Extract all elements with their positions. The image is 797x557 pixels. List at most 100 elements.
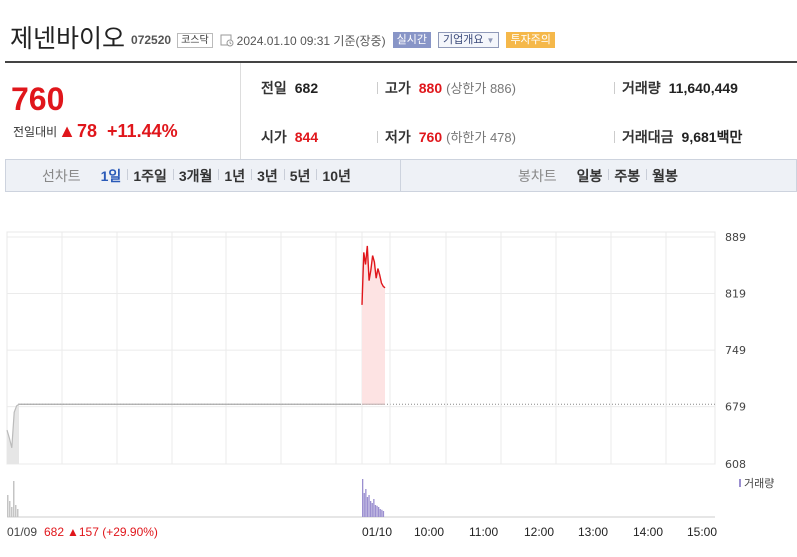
clock-icon [220, 34, 234, 47]
current-price-panel: 760 전일대비 ▲ 78 +11.44% [5, 63, 241, 160]
volume-bar [382, 511, 385, 517]
volume-bar [362, 479, 364, 517]
prev-close-value: 682 [294, 80, 319, 96]
candle-chart-tabs: 봉차트 일봉 주봉 월봉 [518, 160, 684, 191]
prev-day-close: 682 [44, 525, 64, 539]
y-tick-label: 819 [725, 288, 746, 301]
chevron-down-icon: ▼ [486, 36, 495, 45]
x-tick-label: 10:00 [414, 525, 444, 539]
tab-1w[interactable]: 1주일 [127, 166, 173, 186]
x-tick-label: 14:00 [633, 525, 663, 539]
low-label: 저가 [385, 129, 411, 145]
candle-chart-label: 봉차트 [518, 167, 557, 184]
volume-bar [7, 495, 9, 517]
volume-bar [11, 507, 13, 517]
change-value: 78 [77, 121, 98, 141]
high-cell: 고가 880 (상한가 886) [385, 78, 516, 98]
quote-timestamp: 2024.01.10 09:31 기준(장중) [236, 33, 386, 48]
tab-1d[interactable]: 1일 [100, 167, 122, 184]
volume-bar [368, 495, 370, 517]
market-badge: 코스닥 [177, 32, 213, 48]
chart-grid [6, 231, 716, 518]
volume-legend-swatch [739, 479, 741, 487]
up-arrow-icon: ▲ [58, 121, 76, 141]
tab-5y[interactable]: 5년 [283, 166, 317, 186]
chart-vgrid [61, 232, 667, 464]
today-volume [362, 479, 385, 517]
divider [614, 131, 615, 143]
current-price: 760 [11, 81, 65, 117]
price-chart[interactable]: 889 819 749 679 608 01/10 10:00 11:00 12:00 13:0… [0, 192, 797, 557]
prev-day-change: ▲157 (+29.90%) [67, 525, 158, 539]
amount-unit: 백만 [716, 129, 743, 145]
volume-bar [371, 503, 373, 517]
x-axis: 01/10 10:00 11:00 12:00 13:00 14:00 15:00 [362, 525, 717, 539]
line-chart-label: 선차트 [42, 167, 81, 184]
tab-10y[interactable]: 10년 [316, 166, 356, 186]
open-value: 844 [294, 129, 319, 145]
x-tick-label: 11:00 [469, 525, 498, 539]
company-overview-button[interactable]: 기업개요 ▼ [437, 32, 500, 48]
tab-divider [400, 160, 401, 191]
open-cell: 시가 844 [261, 127, 318, 147]
stock-header: 제넨바이오 072520 코스닥 2024.01.10 09:31 기준(장중)… [10, 22, 555, 53]
today-area [362, 245, 385, 405]
change-percent: +11.44% [107, 121, 178, 141]
volume-bar [378, 507, 380, 517]
volume-bar [363, 493, 365, 517]
tab-3m[interactable]: 3개월 [172, 166, 219, 186]
prev-day-line [6, 403, 20, 448]
y-axis: 889 819 749 679 608 [725, 231, 746, 471]
line-chart-tabs: 선차트 1일 1주일 3개월 1년 3년 5년 10년 [42, 160, 357, 191]
price-change: 전일대비 ▲ 78 +11.44% [13, 121, 178, 142]
tab-daily[interactable]: 일봉 [576, 167, 603, 184]
prev-day-volume [7, 481, 19, 517]
today-series [361, 245, 386, 405]
volume-bar [365, 489, 367, 517]
x-tick-label: 13:00 [578, 525, 608, 539]
prev-close-label: 전일 [261, 80, 287, 96]
y-tick-label: 889 [725, 231, 746, 244]
stock-name[interactable]: 제넨바이오 [10, 24, 126, 53]
x-tick-label: 01/10 [362, 525, 392, 539]
volume-bar [13, 481, 15, 517]
plot-frame [6, 231, 716, 465]
amount-cell: 거래대금 9,681백만 [622, 127, 742, 147]
volume-cell: 거래량 11,640,449 [622, 78, 738, 98]
low-cell: 저가 760 (하한가 478) [385, 127, 516, 147]
volume-value: 11,640,449 [668, 80, 738, 96]
volume-label: 거래량 [622, 80, 661, 96]
volume-bar [374, 505, 377, 517]
volume-bar [366, 497, 369, 517]
stock-code: 072520 [131, 33, 172, 47]
volume-bar [373, 499, 375, 517]
tab-weekly[interactable]: 주봉 [608, 166, 646, 186]
high-value: 880 [418, 80, 443, 96]
x-tick-label: 12:00 [524, 525, 554, 539]
prev-day-label: 01/09 [7, 525, 37, 539]
tab-1y[interactable]: 1년 [218, 166, 251, 186]
volume-bar [379, 509, 381, 517]
investment-caution-badge: 투자주의 [506, 32, 555, 48]
volume-legend: 거래량 [744, 477, 774, 490]
amount-label: 거래대금 [622, 129, 674, 145]
divider [377, 131, 378, 143]
high-label: 고가 [385, 80, 411, 96]
lower-limit: (하한가 478) [446, 130, 516, 145]
tab-monthly[interactable]: 월봉 [646, 166, 684, 186]
volume-bar [370, 501, 372, 517]
y-tick-label: 608 [725, 458, 746, 471]
volume-bar [15, 505, 17, 517]
y-tick-label: 749 [725, 344, 746, 357]
upper-limit: (상한가 886) [446, 81, 516, 96]
volume-bar [9, 501, 11, 517]
divider [377, 82, 378, 94]
tab-3y[interactable]: 3년 [251, 166, 284, 186]
company-overview-label: 기업개요 [442, 34, 484, 46]
volume-bar [17, 509, 19, 517]
today-line [361, 245, 386, 305]
volume-bar [381, 509, 383, 517]
low-value: 760 [418, 129, 443, 145]
realtime-badge: 실시간 [392, 32, 431, 48]
